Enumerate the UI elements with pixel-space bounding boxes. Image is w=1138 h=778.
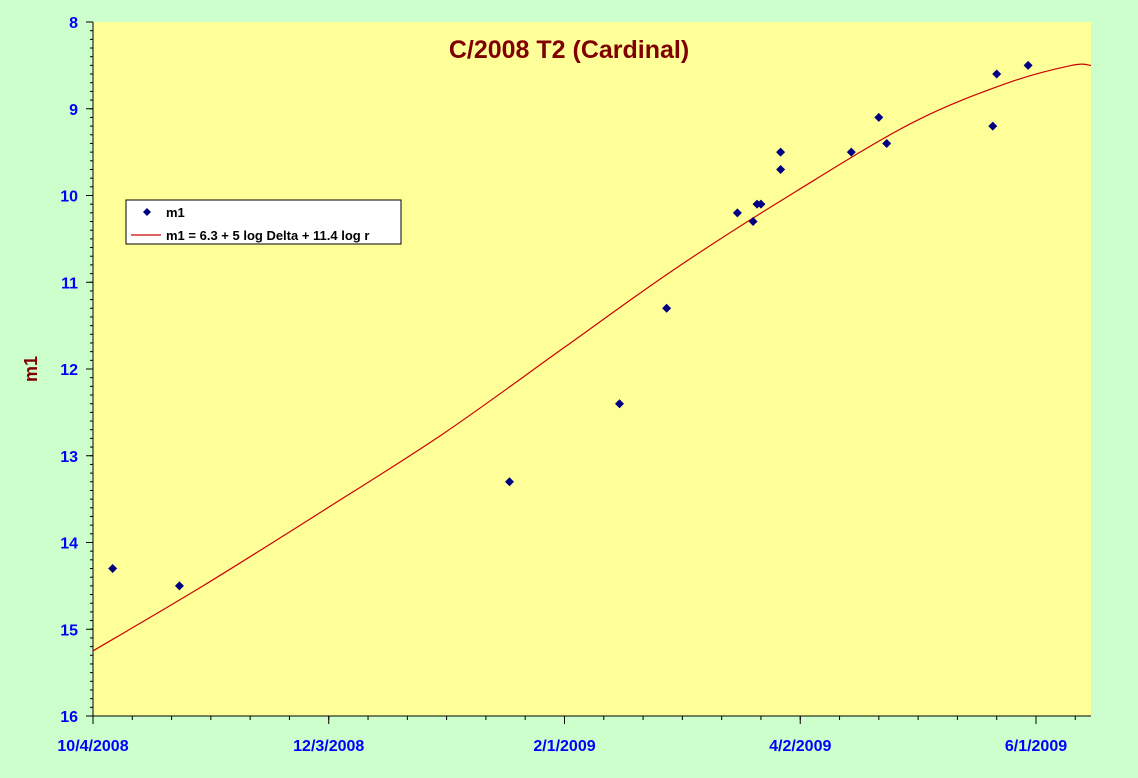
y-tick-label: 15 bbox=[60, 622, 78, 639]
chart-title: C/2008 T2 (Cardinal) bbox=[449, 36, 689, 64]
y-tick-label: 13 bbox=[60, 449, 78, 466]
data-point bbox=[504, 477, 514, 487]
x-tick-label: 10/4/2008 bbox=[57, 738, 128, 755]
x-tick-label: 6/1/2009 bbox=[1005, 738, 1067, 755]
data-point bbox=[174, 581, 184, 591]
x-tick-label: 2/1/2009 bbox=[533, 738, 595, 755]
legend: m1 m1 = 6.3 + 5 log Delta + 11.4 log r bbox=[125, 199, 402, 245]
data-point bbox=[615, 399, 625, 409]
y-tick-label: 12 bbox=[60, 362, 78, 379]
x-tick-label: 4/2/2009 bbox=[769, 738, 831, 755]
legend-label: m1 bbox=[166, 205, 185, 220]
data-point bbox=[846, 147, 856, 157]
y-tick-label: 9 bbox=[69, 102, 78, 119]
data-point bbox=[662, 303, 672, 313]
y-axis-label: m1 bbox=[21, 356, 41, 382]
data-point bbox=[776, 164, 786, 174]
y-tick-label: 16 bbox=[60, 709, 78, 726]
data-point bbox=[874, 112, 884, 122]
data-point bbox=[988, 121, 998, 131]
y-tick-label: 11 bbox=[61, 275, 78, 292]
series-layer bbox=[92, 60, 1092, 652]
data-point bbox=[756, 199, 766, 209]
fit-curve bbox=[92, 63, 1092, 652]
data-point bbox=[992, 69, 1002, 79]
legend-label: m1 = 6.3 + 5 log Delta + 11.4 log r bbox=[166, 228, 369, 243]
plot-area bbox=[93, 22, 1091, 716]
data-point bbox=[748, 217, 758, 227]
legend-marker-icon bbox=[143, 208, 151, 216]
data-point bbox=[882, 138, 892, 148]
data-point bbox=[776, 147, 786, 157]
data-point bbox=[1023, 60, 1033, 70]
legend-box bbox=[125, 199, 402, 245]
axes: 8 9 10 11 12 13 14 15 16 10/4/2008 12/3/2008 2/1/20… bbox=[57, 15, 1091, 755]
data-point bbox=[732, 208, 742, 218]
y-tick-label: 14 bbox=[60, 536, 78, 553]
data-point bbox=[108, 564, 118, 574]
y-tick-label: 10 bbox=[60, 189, 78, 206]
y-tick-label: 8 bbox=[69, 15, 78, 32]
x-tick-label: 12/3/2008 bbox=[293, 738, 364, 755]
